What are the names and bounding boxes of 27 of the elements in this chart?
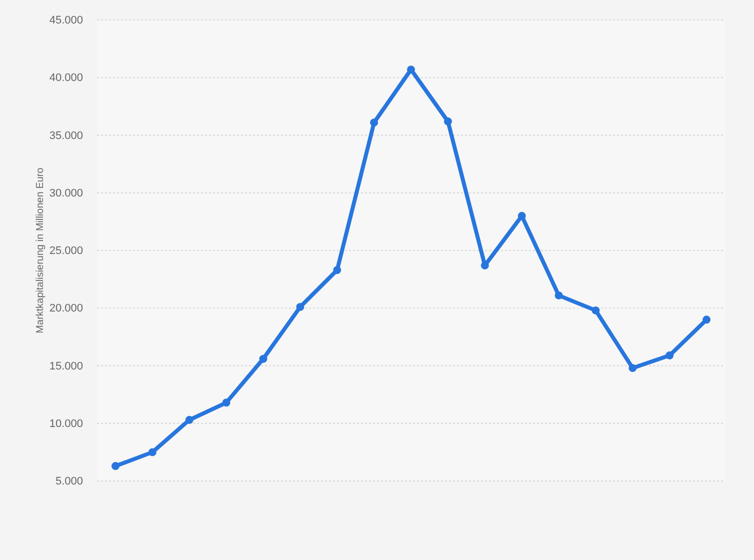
point (370, 118, 378, 127)
y-tick-label: 5.000 (55, 476, 83, 488)
point (148, 448, 156, 456)
y-tick-label: 20.000 (49, 302, 83, 315)
point (628, 364, 637, 372)
point (185, 416, 194, 424)
point (518, 212, 526, 220)
point (111, 462, 120, 470)
point (592, 306, 600, 314)
y-tick-label: 10.000 (49, 418, 83, 430)
y-tick-label: 40.000 (49, 72, 83, 84)
point (259, 354, 268, 363)
point (554, 291, 563, 300)
point (702, 316, 711, 324)
y-axis-title: Marktkapitalisierung in Millionen Euro (35, 167, 46, 334)
point (333, 266, 342, 274)
y-tick-label: 15.000 (49, 360, 83, 372)
y-tick-label: 35.000 (49, 130, 83, 142)
point (407, 66, 415, 74)
point (480, 262, 489, 270)
point (444, 117, 452, 126)
y-tick-label: 25.000 (49, 245, 83, 258)
point (296, 302, 304, 311)
point (222, 398, 230, 407)
point (666, 351, 674, 360)
y-tick-label: 45.000 (49, 14, 83, 27)
y-tick-label: 30.000 (49, 187, 83, 200)
